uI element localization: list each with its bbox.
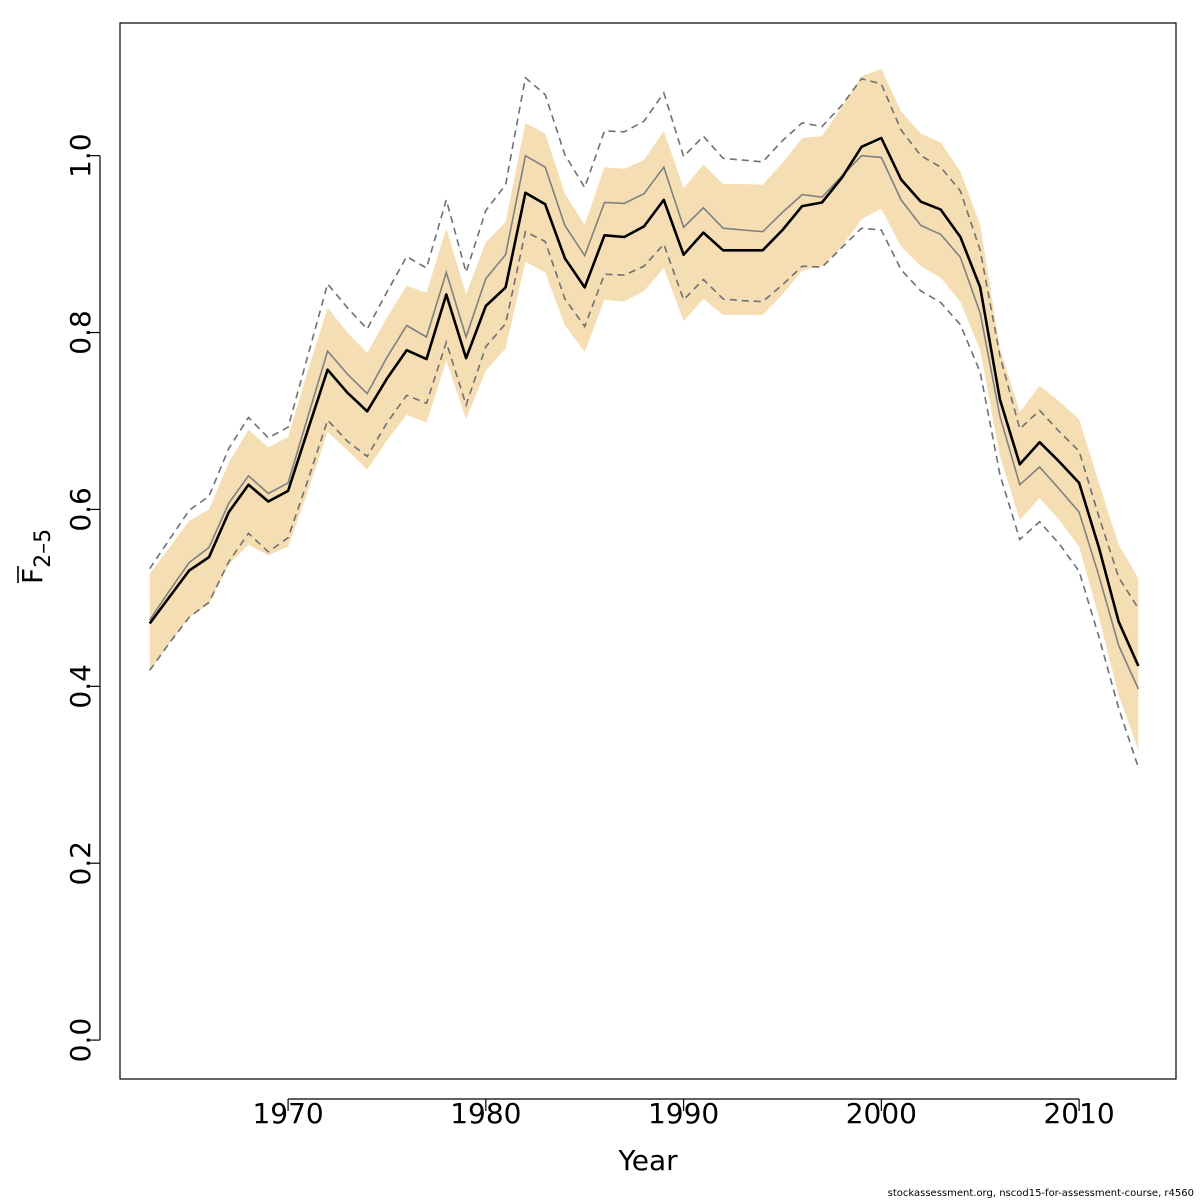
- y-tick-label: 1.0: [64, 133, 97, 178]
- x-tick-label: 1980: [450, 1097, 521, 1130]
- plot-frame: [119, 22, 1177, 1080]
- y-tick-label: 0.8: [64, 310, 97, 355]
- x-tick-label: 2000: [846, 1097, 917, 1130]
- y-tick-label: 0.2: [64, 841, 97, 886]
- y-axis-title-main: F: [16, 568, 49, 584]
- comparison-upper-line: [149, 76, 1140, 609]
- x-tick-label: 2010: [1043, 1097, 1114, 1130]
- comparison-lower-line: [149, 227, 1140, 768]
- y-tick-label: 0.0: [64, 1018, 97, 1063]
- y-axis-title-subscript: 2–5: [31, 529, 56, 568]
- x-tick-label: 1990: [648, 1097, 719, 1130]
- confidence-band: [149, 69, 1139, 750]
- svg-text:F2–5: F2–5: [16, 529, 56, 584]
- y-tick-label: 0.6: [64, 487, 97, 532]
- estimate-line: [148, 136, 1140, 667]
- y-axis: 0.0 0.2 0.4 0.6 0.8 1.0: [64, 133, 101, 1063]
- comparison-line: [149, 154, 1140, 690]
- footer-credit: stockassessment.org, nscod15-for-assessm…: [888, 1188, 1194, 1199]
- x-tick-label: 1970: [252, 1097, 323, 1130]
- y-tick-label: 0.4: [64, 664, 97, 709]
- x-axis-title: Year: [617, 1144, 678, 1177]
- y-axis-title: F2–5: [16, 529, 56, 584]
- x-axis: 1970 1980 1990 2000 2010: [252, 1097, 1114, 1130]
